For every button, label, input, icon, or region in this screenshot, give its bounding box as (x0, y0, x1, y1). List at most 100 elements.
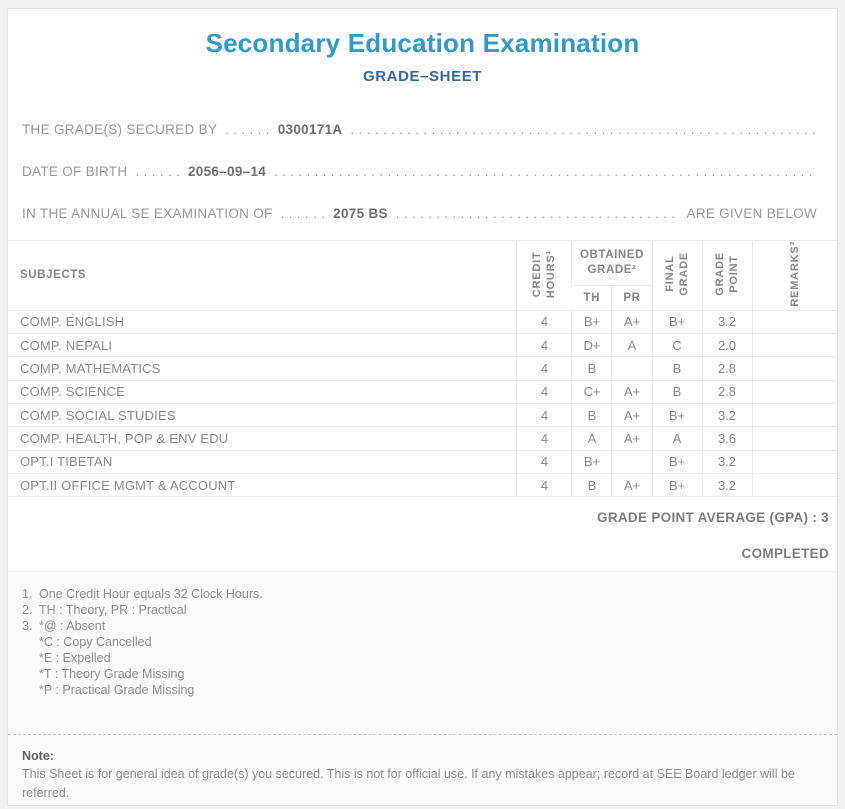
info-line-examination-of: IN THE ANNUAL SE EXAMINATION OF . . . . … (22, 205, 817, 223)
pr-grade-cell: A+ (611, 403, 652, 428)
exam-year-value: 2075 BS (333, 206, 388, 221)
th-grade-cell: B (571, 356, 612, 381)
credit-cell: 4 (516, 473, 572, 498)
credit-cell: 4 (516, 380, 572, 405)
info-block: THE GRADE(S) SECURED BY . . . . . . 0300… (8, 85, 837, 223)
footnote-number: 1. (22, 586, 33, 601)
grade-point-cell: 3.2 (701, 310, 752, 335)
summary-block: GRADE POINT AVERAGE (GPA) : 3 COMPLETED (8, 495, 837, 571)
are-given-below-label: ARE GIVEN BELOW (686, 206, 817, 221)
final-grade-cell: B (651, 380, 702, 405)
remarks-cell (751, 473, 837, 498)
col-header-pr: PR (611, 285, 652, 311)
grade-point-cell: 3.2 (701, 450, 752, 474)
footnote-text: TH : Theory, PR : Practical (39, 602, 187, 617)
table-row: COMP. MATHEMATICS 4 B B 2.8 (8, 356, 837, 381)
remarks-cell (751, 310, 837, 335)
remarks-cell (751, 333, 837, 358)
pr-grade-cell: A+ (611, 473, 652, 498)
footnotes-list: 1. One Credit Hour equals 32 Clock Hours… (8, 586, 837, 698)
footnote-number (22, 666, 39, 682)
dot-leader: . . . . . . (280, 206, 326, 221)
remarks-cell (751, 426, 837, 451)
remarks-cell (751, 403, 837, 428)
grade-table-body: COMP. ENGLISH 4 B+ A+ B+ 3.2 COMP. NEPAL… (8, 310, 837, 498)
footnote-item: *E : Expelled (22, 650, 837, 666)
table-row: OPT.II OFFICE MGMT & ACCOUNT 4 B A+ B+ 3… (8, 473, 837, 498)
table-row: COMP. ENGLISH 4 B+ A+ B+ 3.2 (8, 310, 837, 335)
footnote-item: *P : Practical Grade Missing (22, 682, 837, 698)
info-line-date-of-birth: DATE OF BIRTH . . . . . . 2056–09–14 . .… (22, 163, 817, 181)
pr-grade-cell: A+ (611, 426, 652, 451)
pr-grade-cell (611, 356, 652, 381)
final-grade-cell: A (651, 426, 702, 451)
subject-cell: OPT.I TIBETAN (8, 450, 517, 474)
subject-cell: COMP. HEALTH, POP & ENV EDU (8, 426, 517, 451)
grade-point-cell: 3.6 (701, 426, 752, 451)
credit-cell: 4 (516, 403, 572, 428)
footnote-number (22, 682, 39, 698)
col-header-th: TH (571, 285, 612, 311)
dot-leader: . . . . . . (135, 164, 180, 179)
note-block: Note: This Sheet is for general idea of … (8, 748, 837, 803)
col-header-remarks: REMARKS³ (751, 240, 837, 311)
footnote-text: *C : Copy Cancelled (39, 634, 152, 649)
final-grade-cell: C (651, 333, 702, 358)
grade-sheet-panel: Secondary Education Examination GRADE–SH… (7, 8, 838, 806)
table-row: COMP. SCIENCE 4 C+ A+ B 2.8 (8, 380, 837, 405)
footnote-text: *T : Theory Grade Missing (39, 666, 185, 681)
grade-point-vertical-text: GRADE POINT (714, 251, 740, 296)
footnote-item: 1. One Credit Hour equals 32 Clock Hours… (22, 586, 837, 602)
subject-cell: COMP. NEPALI (8, 333, 517, 358)
footnote-text: *P : Practical Grade Missing (39, 682, 195, 697)
col-header-credit-hours: CREDIT HOURS¹ (516, 240, 572, 311)
final-grade-cell: B+ (651, 403, 702, 428)
col-header-subjects: SUBJECTS (8, 240, 517, 311)
grade-point-cell: 2.8 (701, 380, 752, 405)
grade-table-header: SUBJECTS CREDIT HOURS¹ OBTAINED GRADE² F… (8, 240, 837, 311)
secured-by-label: THE GRADE(S) SECURED BY (22, 122, 218, 137)
th-grade-cell: B+ (571, 450, 612, 474)
note-label: Note: (22, 748, 54, 763)
col-header-grade-point: GRADE POINT (701, 240, 752, 311)
th-grade-cell: B (571, 403, 612, 428)
sheet-header: Secondary Education Examination GRADE–SH… (8, 9, 837, 85)
exam-year-label: IN THE ANNUAL SE EXAMINATION OF (22, 206, 273, 221)
dot-leader-text: . . . . . . . . . . . . . . . . . . . . … (274, 164, 817, 179)
final-grade-vertical-text: FINAL GRADE (664, 251, 690, 296)
footnote-item: *C : Copy Cancelled (22, 634, 837, 650)
dashed-divider (8, 733, 837, 735)
note-text: This Sheet is for general idea of grade(… (22, 766, 795, 800)
footnote-item: 2. TH : Theory, PR : Practical (22, 602, 837, 618)
grade-table: SUBJECTS CREDIT HOURS¹ OBTAINED GRADE² F… (8, 240, 837, 498)
th-grade-cell: B+ (571, 310, 612, 335)
pr-grade-cell: A+ (611, 310, 652, 335)
dot-leader-text: . . . . . . . . . . . . . . . . . . . . … (395, 206, 679, 221)
th-grade-cell: C+ (571, 380, 612, 405)
remarks-cell (751, 450, 837, 474)
dot-leader: . . . . . . (225, 122, 270, 137)
dot-leader-fill: . . . . . . . . . . . . . . . . . . . . … (396, 205, 679, 223)
table-row: COMP. HEALTH, POP & ENV EDU 4 A A+ A 3.6 (8, 426, 837, 451)
col-header-obtained-grade: OBTAINED GRADE² (571, 240, 652, 286)
final-grade-cell: B+ (651, 310, 702, 335)
grade-point-cell: 2.8 (701, 356, 752, 381)
footnote-text: *@ : Absent (39, 618, 106, 633)
grade-point-cell: 2.0 (701, 333, 752, 358)
footer-section: 1. One Credit Hour equals 32 Clock Hours… (8, 570, 837, 805)
credit-cell: 4 (516, 333, 572, 358)
dot-leader-text: . . . . . . . . . . . . . . . . . . . . … (350, 122, 817, 137)
page-title: Secondary Education Examination (205, 28, 640, 58)
footnote-text: *E : Expelled (39, 650, 111, 665)
credit-hours-vertical-text: CREDIT HOURS¹ (531, 249, 558, 298)
subject-cell: COMP. SOCIAL STUDIES (8, 403, 517, 428)
remarks-vertical-text: REMARKS³ (788, 241, 801, 307)
th-grade-cell: B (571, 473, 612, 498)
footnote-item: 3. *@ : Absent (22, 618, 837, 634)
th-grade-cell: A (571, 426, 612, 451)
credit-cell: 4 (516, 310, 572, 335)
dot-leader-fill: . . . . . . . . . . . . . . . . . . . . … (274, 163, 817, 181)
table-row: COMP. SOCIAL STUDIES 4 B A+ B+ 3.2 (8, 403, 837, 428)
footnote-number (22, 634, 39, 650)
footnote-number (22, 650, 39, 666)
